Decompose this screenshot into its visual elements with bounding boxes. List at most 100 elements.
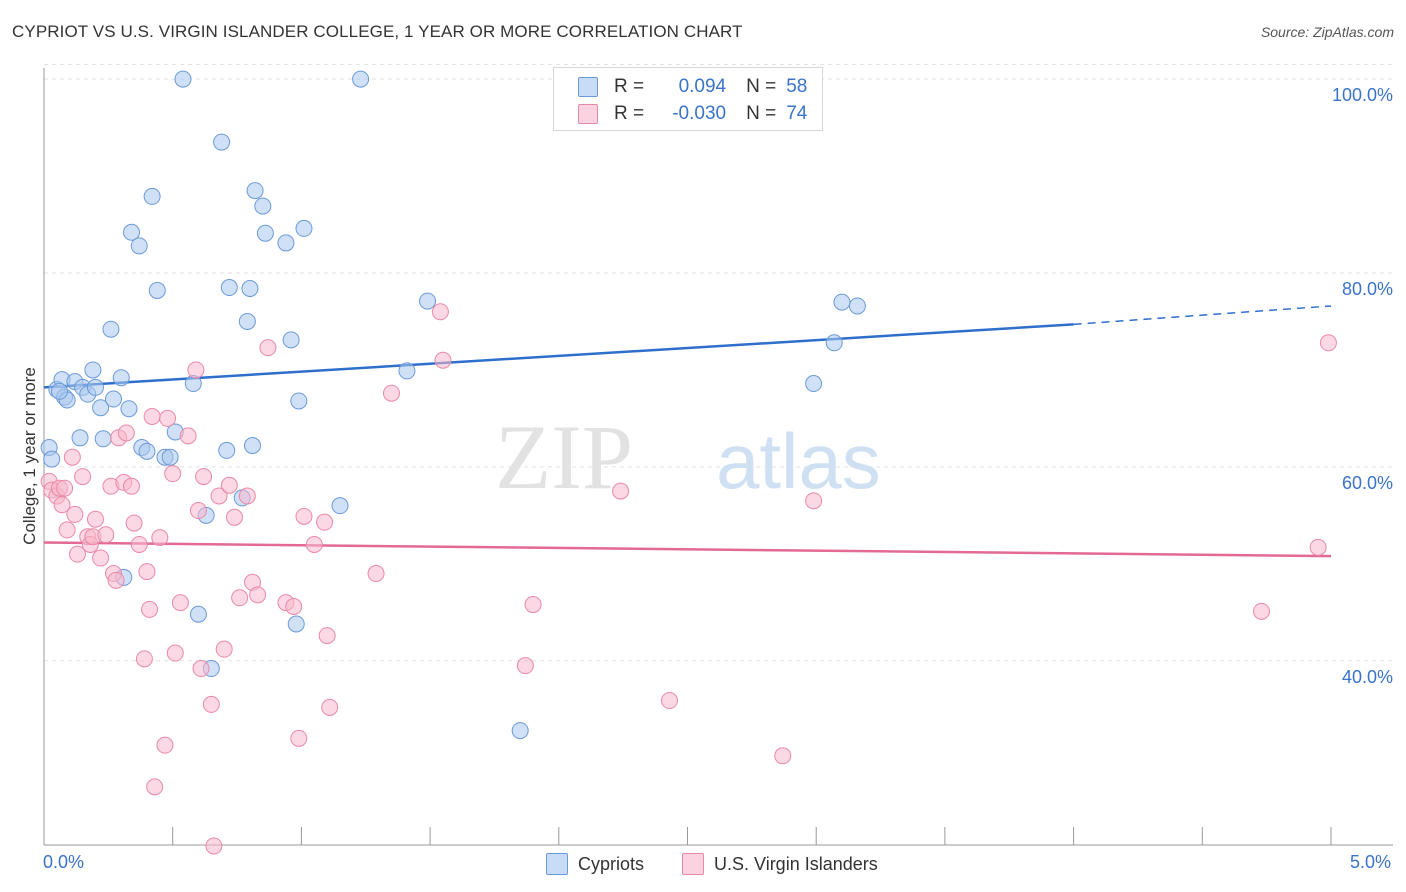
trend-lines — [43, 305, 1332, 558]
virgin-islander-point — [259, 339, 277, 357]
cypriot-point — [398, 362, 416, 380]
virgin-islander-point — [187, 361, 205, 379]
cypriot-point — [148, 281, 166, 299]
virgin-islander-point — [53, 496, 71, 514]
virgin-islander-point — [143, 407, 161, 425]
virgin-islander-point — [774, 747, 792, 765]
cypriot-point — [86, 378, 104, 396]
cypriot-point — [84, 361, 102, 379]
virgin-islander-point — [107, 571, 125, 589]
cypriot-point — [123, 223, 141, 241]
virgin-islander-point — [164, 465, 182, 483]
y-tick-label: 100.0% — [1332, 85, 1393, 105]
virgin-islander-point — [318, 627, 336, 645]
cypriot-point — [112, 369, 130, 387]
legend-swatch-virgin-islanders — [578, 104, 598, 124]
virgin-islander-point — [195, 468, 213, 486]
virgin-islander-point — [205, 837, 223, 855]
cypriot-point — [92, 399, 110, 417]
cypriot-point — [174, 70, 192, 88]
virgin-islander-point — [68, 545, 86, 563]
virgin-islander-point — [249, 586, 267, 604]
virgin-islander-point — [138, 563, 156, 581]
virgin-islander-point — [58, 521, 76, 539]
virgin-islander-point — [805, 492, 823, 510]
cypriot-point — [277, 234, 295, 252]
virgin-islander-point — [166, 644, 184, 662]
legend-n-value: 58 — [786, 76, 808, 97]
cypriot-point — [246, 182, 264, 200]
legend-row-virgin-islanders: R = -0.030 N = 74 — [578, 102, 807, 126]
cypriot-trend-extension — [1073, 305, 1332, 326]
virgin-islander-point — [321, 698, 339, 716]
virgin-islander-point — [117, 424, 135, 442]
cypriot-point — [189, 605, 207, 623]
virgin-islander-point — [225, 508, 243, 526]
cypriot-point — [241, 280, 259, 297]
virgin-islander-point — [156, 736, 174, 754]
y-tick-label: 40.0% — [1342, 667, 1393, 687]
virgin-islander-point — [171, 594, 189, 612]
chart-title: CYPRIOT VS U.S. VIRGIN ISLANDER COLLEGE,… — [12, 22, 743, 41]
virgin-islander-point — [231, 589, 249, 607]
cypriot-point — [419, 292, 437, 310]
cypriot-point — [218, 441, 236, 459]
cypriot-point — [50, 382, 68, 400]
cypriot-point — [161, 448, 179, 466]
virgin-islander-point — [179, 427, 197, 445]
virgin-islander-point — [92, 549, 110, 567]
virgin-islander-point — [97, 526, 115, 544]
virgin-islander-point — [135, 650, 153, 668]
virgin-islander-point — [434, 351, 452, 369]
bottom-legend-swatch-virgin-islanders — [682, 853, 704, 875]
virgin-islander-point — [130, 535, 148, 553]
virgin-islander-point — [146, 778, 164, 796]
legend-r-value: -0.030 — [672, 103, 727, 124]
virgin-islander-point — [210, 487, 228, 505]
virgin-islander-point — [316, 513, 334, 531]
cypriot-point — [848, 297, 866, 315]
legend-n-value: 74 — [786, 103, 808, 124]
bottom-legend-swatch-cypriots — [546, 853, 568, 875]
legend-r-label: R = — [614, 103, 645, 124]
virgin-islander-trend-line — [43, 541, 1332, 558]
cypriot-point — [138, 442, 156, 460]
virgin-islander-point — [192, 660, 210, 678]
virgin-islander-point — [74, 468, 92, 486]
x-tick-right: 5.0% — [1350, 852, 1392, 872]
cypriot-point — [511, 722, 529, 740]
virgin-islander-point — [660, 692, 678, 710]
legend-r-value: 0.094 — [678, 76, 727, 97]
cypriot-point — [238, 312, 256, 330]
cypriot-point — [130, 237, 148, 255]
cypriot-point — [833, 293, 851, 311]
gridlines — [44, 64, 1393, 662]
cypriot-point — [287, 615, 305, 633]
y-axis-label: College, 1 year or more — [20, 367, 39, 545]
virgin-islander-point — [1253, 602, 1271, 620]
virgin-islander-point — [382, 384, 400, 402]
virgin-islander-point — [290, 729, 308, 747]
cypriot-point — [290, 392, 308, 410]
y-tick-label: 80.0% — [1342, 279, 1393, 299]
virgin-islander-point — [367, 565, 385, 583]
cypriot-point — [143, 187, 161, 205]
legend-n-label: N = — [746, 103, 777, 124]
legend-r-label: R = — [614, 76, 645, 97]
cypriot-point — [43, 450, 61, 468]
virgin-islander-point — [238, 487, 256, 505]
bottom-legend-label-cypriots: Cypriots — [578, 853, 645, 874]
watermark-atlas: atlas — [716, 417, 881, 505]
cypriot-point — [256, 224, 274, 242]
virgin-islander-point — [86, 510, 104, 528]
cypriot-point — [220, 279, 238, 297]
virgin-islander-point — [431, 303, 449, 321]
virgin-islander-point — [524, 596, 542, 614]
cypriot-point — [254, 197, 272, 215]
cypriot-point — [295, 219, 313, 237]
cypriot-point — [104, 390, 122, 408]
cypriot-point — [352, 70, 370, 88]
virgin-islander-point — [125, 514, 143, 532]
y-tick-label: 60.0% — [1342, 473, 1393, 493]
